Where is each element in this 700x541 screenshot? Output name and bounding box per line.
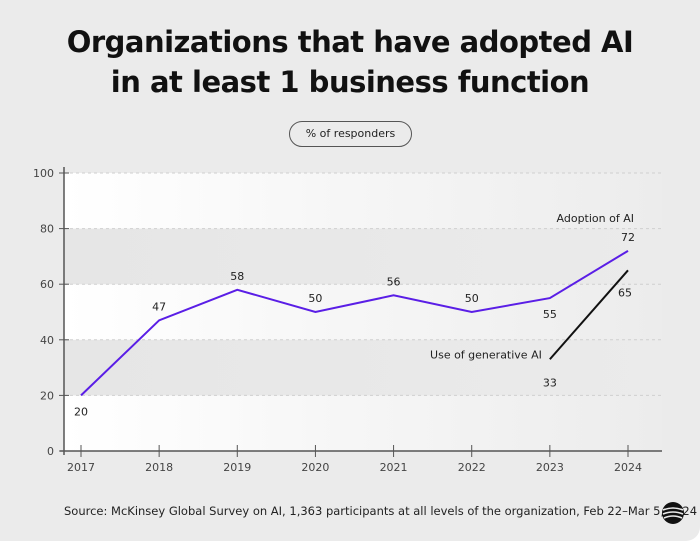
mckinsey-logo-icon [662,502,684,524]
x-tick-label: 2023 [536,461,564,474]
data-label: 56 [387,275,401,288]
y-tick-label: 60 [40,278,54,291]
series-line-adoption [80,249,629,397]
chart-title: Organizations that have adopted AI in at… [0,22,700,102]
unit-pill: % of responders [289,121,412,147]
data-label: 55 [543,308,557,321]
y-tick-label: 20 [40,389,54,402]
source-note: Source: McKinsey Global Survey on AI, 1,… [64,504,698,518]
x-tick-label: 2021 [380,461,408,474]
series-label-generative-ai: Use of generative AI [430,348,542,361]
series-line-generative-ai [549,269,629,360]
grid-band [64,173,662,229]
title-line-2: in at least 1 business function [110,65,590,99]
y-tick-label: 100 [33,167,54,180]
data-label: 65 [618,286,632,299]
data-label: 50 [465,292,479,305]
x-tick-label: 2020 [301,461,329,474]
y-tick-label: 80 [40,223,54,236]
x-tick-label: 2022 [458,461,486,474]
x-tick-label: 2019 [223,461,251,474]
data-label: 20 [74,405,88,418]
series-label-adoption: Adoption of AI [557,212,634,225]
data-label: 33 [543,376,557,389]
y-tick-label: 0 [47,445,54,458]
grid-band [64,395,662,451]
x-tick-label: 2017 [67,461,95,474]
data-label: 50 [308,292,322,305]
data-label: 72 [621,231,635,244]
x-tick-label: 2018 [145,461,173,474]
data-label: 47 [152,300,166,313]
grid-band [64,284,662,340]
grid-band [64,339,662,396]
y-tick-label: 40 [40,334,54,347]
grid-band [64,228,662,285]
title-line-1: Organizations that have adopted AI [66,25,634,59]
x-tick-label: 2024 [614,461,642,474]
data-label: 58 [230,270,244,283]
